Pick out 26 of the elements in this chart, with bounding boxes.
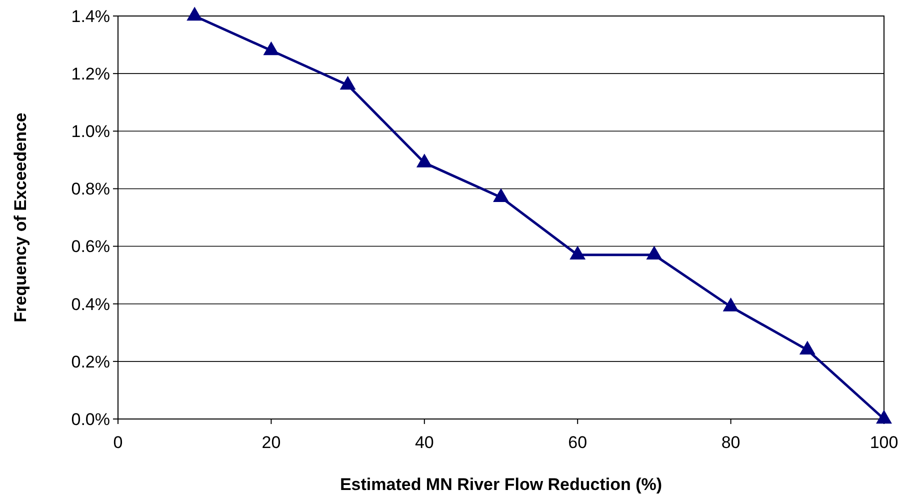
point <box>186 6 203 21</box>
y-tick-label: 0.4% <box>71 294 110 314</box>
point <box>876 410 892 424</box>
x-tick-label: 40 <box>414 433 434 452</box>
x-tick-label: 60 <box>568 433 588 452</box>
point <box>570 246 586 260</box>
x-tick-label: 100 <box>870 433 898 452</box>
y-tick-label: 0.6% <box>71 237 110 256</box>
y-tick-label: 1.2% <box>71 64 110 84</box>
y-tick-label: 1.4% <box>71 6 110 26</box>
point <box>646 246 662 260</box>
point <box>340 76 356 90</box>
x-axis-title: Estimated MN River Flow Reduction (%) <box>340 475 662 494</box>
x-tick-label: 0 <box>113 433 123 452</box>
point <box>799 340 816 355</box>
point <box>263 41 280 56</box>
y-tick-label: 1.0% <box>71 122 110 142</box>
y-axis-title: Frequency of Exceedence <box>11 112 30 322</box>
x-tick-label: 20 <box>262 433 281 452</box>
x-tick-label: 80 <box>721 433 740 452</box>
y-tick-label: 0.8% <box>71 180 110 199</box>
y-tick-label: 0.2% <box>71 352 110 372</box>
point <box>416 154 432 168</box>
point <box>493 188 509 202</box>
point <box>722 298 739 312</box>
y-tick-label: 0.0% <box>71 410 110 429</box>
